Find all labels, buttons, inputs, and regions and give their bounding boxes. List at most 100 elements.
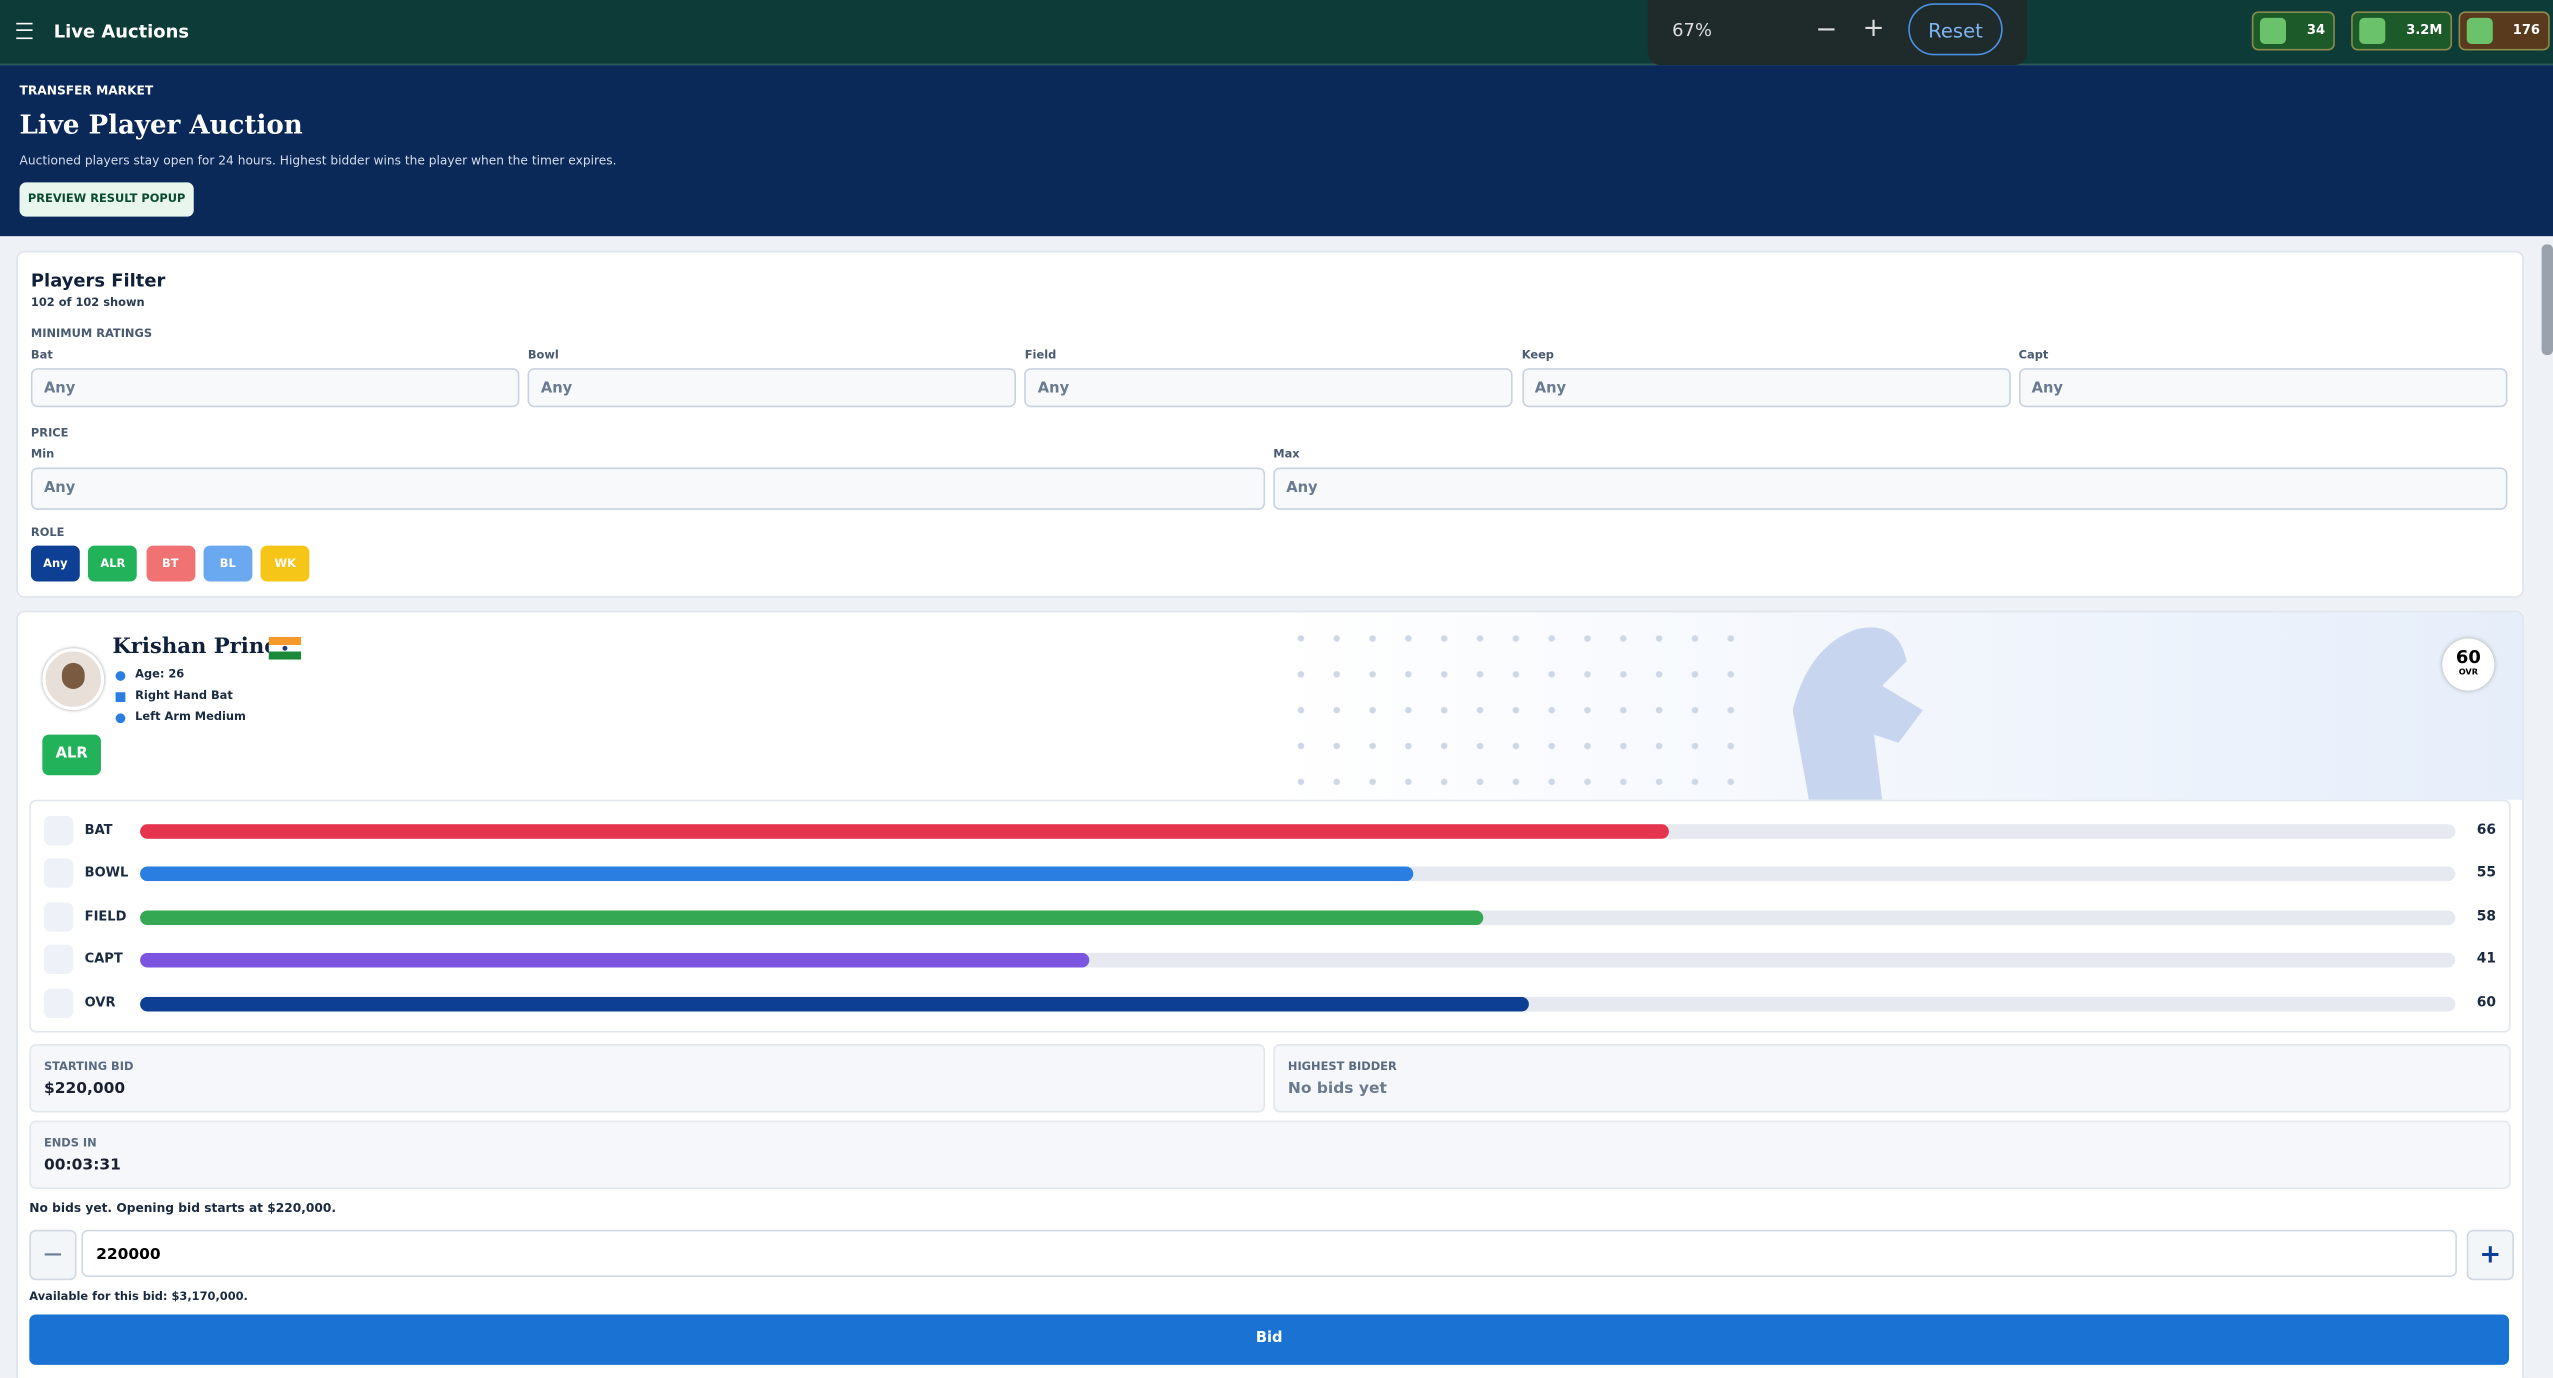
dot-pattern	[1287, 625, 1744, 797]
stat-label: BAT	[84, 822, 113, 838]
reset-button[interactable]: Reset	[1908, 3, 2003, 56]
role-chip[interactable]: ALR	[88, 545, 138, 582]
rating-input[interactable]: Any	[2018, 368, 2508, 408]
highest-value: No bids yet	[1287, 1079, 1387, 1098]
starting-bid-box: STARTING BID $220,000	[29, 1044, 1266, 1113]
topbar: Live Auctions 67% − + Reset 34 3.2M 176	[0, 0, 2553, 66]
card-banner	[1271, 612, 2523, 800]
role-label: ROLE	[30, 526, 65, 540]
stat-bar	[140, 910, 1483, 925]
zoom-out[interactable]: −	[1815, 13, 1838, 44]
starting-value: $220,000	[43, 1079, 126, 1098]
hero-title: Live Player Auction	[19, 109, 303, 141]
flag	[268, 636, 302, 660]
player-name: Krishan Prince	[112, 635, 291, 660]
ovr-label: OVR	[2458, 667, 2478, 678]
player-silhouette	[1792, 627, 1923, 800]
hero-description: Auctioned players stay open for 24 hours…	[19, 153, 617, 168]
price-label: Max	[1273, 447, 1300, 461]
currency-icon	[2466, 17, 2493, 44]
stat-value: 66	[2476, 822, 2497, 839]
role-chip[interactable]: BL	[203, 545, 253, 582]
rating-input[interactable]: Any	[527, 368, 1017, 408]
increment-button[interactable]: +	[2466, 1229, 2514, 1281]
rating-input[interactable]: Any	[1024, 368, 1514, 408]
rating-label: Capt	[2018, 348, 2049, 362]
highest-bidder-box: HIGHEST BIDDER No bids yet	[1273, 1044, 2511, 1113]
currency-value: 176	[2512, 22, 2540, 38]
ends-label: ENDS IN	[43, 1136, 97, 1150]
rating-label: Field	[1024, 348, 1057, 362]
role-badge: ALR	[42, 734, 101, 776]
rating-label: Bowl	[527, 348, 559, 362]
rating-input[interactable]: Any	[30, 368, 520, 408]
currency-chip[interactable]: 34	[2251, 11, 2335, 51]
stat-track	[140, 910, 2456, 925]
price-input[interactable]: Any	[30, 467, 1266, 510]
role-chip[interactable]: WK	[260, 545, 310, 582]
price-label: PRICE	[30, 426, 69, 440]
preview-button[interactable]: PREVIEW RESULT POPUP	[19, 182, 194, 217]
stat-label: FIELD	[84, 908, 127, 924]
ovr-value: 60	[2455, 646, 2481, 668]
ovr-badge: 60 OVR	[2442, 638, 2495, 691]
player-batting: Right Hand Bat	[135, 688, 233, 703]
currency-chip[interactable]: 176	[2458, 11, 2550, 51]
role-chip[interactable]: Any	[30, 545, 80, 582]
stat-icon	[43, 988, 74, 1018]
price-input[interactable]: Any	[1273, 467, 2508, 510]
stat-track	[140, 824, 2456, 839]
stat-label: CAPT	[84, 951, 123, 967]
stat-value: 55	[2476, 865, 2497, 882]
eyebrow: TRANSFER MARKET	[19, 83, 154, 98]
ends-value: 00:03:31	[43, 1156, 121, 1175]
role-chip[interactable]: BT	[145, 545, 195, 582]
zoom-in[interactable]: +	[1862, 11, 1885, 43]
currency-icon	[2359, 17, 2386, 44]
filter-title: Players Filter	[30, 270, 166, 292]
stats-panel: BAT 66 BOWL 55 FIELD 58 CAPT 41 OVR 60	[29, 799, 2511, 1033]
price-label: Min	[30, 447, 55, 461]
stat-bar	[140, 953, 1090, 968]
currency-chip[interactable]: 3.2M	[2351, 11, 2453, 51]
stat-label: OVR	[84, 994, 116, 1010]
rating-label: Keep	[1521, 348, 1554, 362]
stat-value: 60	[2476, 994, 2497, 1011]
scrollbar	[2541, 244, 2553, 356]
zoom-level: 67%	[1672, 19, 1712, 41]
stat-value: 58	[2476, 908, 2497, 925]
menu-button[interactable]	[16, 22, 33, 40]
ratings-label: MINIMUM RATINGS	[30, 327, 153, 341]
stat-value: 41	[2476, 951, 2497, 968]
stat-bar	[140, 867, 1414, 882]
stat-bar	[140, 824, 1669, 839]
filter-card: Players Filter 102 of 102 shown MINIMUM …	[16, 250, 2524, 598]
decrement-button[interactable]: −	[29, 1229, 77, 1281]
bid-button[interactable]: Bid	[29, 1314, 2510, 1365]
player-avatar	[42, 648, 105, 711]
available-note: Available for this bid: $3,170,000.	[29, 1290, 248, 1304]
filter-count: 102 of 102 shown	[30, 296, 145, 310]
ends-box: ENDS IN 00:03:31	[29, 1120, 2511, 1190]
app-title: Live Auctions	[53, 21, 189, 43]
hero: TRANSFER MARKET Live Player Auction Auct…	[0, 65, 2553, 237]
bid-input[interactable]: 220000	[81, 1229, 2457, 1277]
starting-label: STARTING BID	[43, 1060, 134, 1074]
player-age: Age: 26	[135, 667, 185, 681]
stat-track	[140, 867, 2456, 882]
rating-label: Bat	[30, 348, 53, 362]
stat-label: BOWL	[84, 865, 129, 881]
currency-value: 3.2M	[2406, 22, 2443, 38]
rating-input[interactable]: Any	[1521, 368, 2011, 408]
stat-track	[140, 996, 2456, 1011]
stat-icon	[43, 816, 74, 846]
currency-icon	[2259, 17, 2286, 44]
zoom-panel: 67% − + Reset	[1647, 0, 2028, 66]
stat-bar	[140, 996, 1530, 1011]
player-card: Krishan Prince Age: 26 Right Hand Bat Le…	[16, 610, 2524, 1378]
player-bowling: Left Arm Medium	[135, 710, 246, 724]
stat-icon	[43, 902, 74, 932]
bid-note: No bids yet. Opening bid starts at $220,…	[29, 1200, 337, 1216]
currency-value: 34	[2306, 22, 2326, 38]
